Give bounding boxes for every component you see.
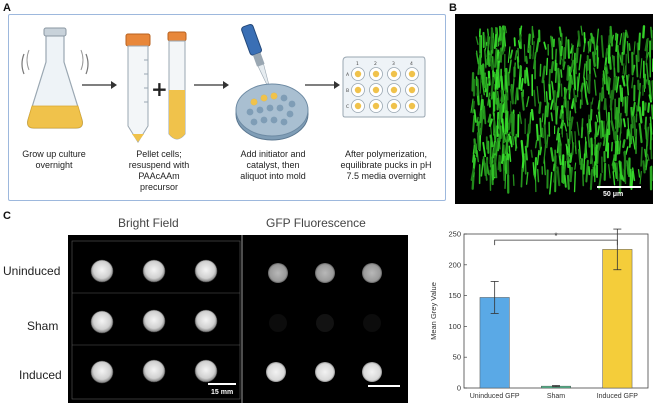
y-tick-label: 0 xyxy=(457,384,461,393)
plate-col-label: 1 xyxy=(356,61,359,67)
y-tick-label: 100 xyxy=(448,322,461,331)
caption-line: 7.5 media overnight xyxy=(330,171,442,182)
gfp-pucks xyxy=(266,263,382,382)
column-label-gfp: GFP Fluorescence xyxy=(266,216,366,230)
plate-col-label: 4 xyxy=(410,61,413,67)
y-tick-label: 250 xyxy=(448,230,461,239)
step-1-caption: Grow up culture overnight xyxy=(12,149,96,171)
y-tick-label: 50 xyxy=(453,353,461,362)
caption-line: PAAcAAm xyxy=(117,171,201,182)
panel-c-letter: C xyxy=(3,210,11,222)
caption-line: catalyst, then xyxy=(228,160,318,171)
x-tick-label: Induced GFP xyxy=(597,393,639,400)
puck-images: 15 mm xyxy=(68,235,408,403)
tubes-illustration: + xyxy=(118,30,198,148)
svg-text:+: + xyxy=(151,77,168,101)
caption-line: After polymerization, xyxy=(330,149,442,160)
caption-line: aliquot into mold xyxy=(228,171,318,182)
arrow-1-icon xyxy=(82,80,118,90)
mold-pipette-illustration xyxy=(232,22,312,142)
y-tick-label: 200 xyxy=(448,260,461,269)
flask-illustration xyxy=(20,24,90,134)
caption-line: precursor xyxy=(117,182,201,193)
mean-grey-value-chart: 0 50 100 150 200 250 Mean Grey Value Uninduced … xyxy=(420,228,654,404)
row-label-uninduced: Uninduced xyxy=(3,264,60,278)
scale-bar-label: 50 μm xyxy=(603,191,623,198)
caption-line: equilibrate pucks in pH xyxy=(330,160,442,171)
arrow-3-icon xyxy=(305,80,341,90)
caption-line: overnight xyxy=(12,160,96,171)
well-plate-illustration: 1 2 3 4 A B C xyxy=(341,55,427,119)
bar xyxy=(603,249,632,388)
scale-bar-gfp xyxy=(368,385,400,387)
gfp-fiber-texture xyxy=(471,26,653,194)
caption-line: Grow up culture xyxy=(12,149,96,160)
step-4-caption: After polymerization, equilibrate pucks … xyxy=(330,149,442,182)
x-tick-label: Sham xyxy=(547,393,565,400)
y-tick-label: 150 xyxy=(448,291,461,300)
scale-bar-bf xyxy=(208,383,236,385)
plate-row-label: C xyxy=(346,104,349,110)
plate-col-label: 2 xyxy=(374,61,377,67)
panel-a-letter: A xyxy=(3,2,11,14)
plate-row-label: B xyxy=(346,88,349,94)
step-2-caption: Pellet cells; resuspend with PAAcAAm pre… xyxy=(117,149,201,193)
caption-line: Pellet cells; xyxy=(117,149,201,160)
scale-bar xyxy=(597,186,641,188)
x-tick-label: Uninduced GFP xyxy=(470,393,520,400)
step-3-caption: Add initiator and catalyst, then aliquot… xyxy=(228,149,318,182)
significance-label: * xyxy=(554,231,558,241)
arrow-2-icon xyxy=(194,80,230,90)
scale-bar-label-15mm: 15 mm xyxy=(211,389,233,396)
column-label-bright-field: Bright Field xyxy=(118,216,179,230)
row-label-induced: Induced xyxy=(19,368,62,382)
confocal-3d-image: 50 μm xyxy=(455,14,653,204)
plate-col-label: 3 xyxy=(392,61,395,67)
bright-field-pucks xyxy=(91,260,217,383)
panel-b-letter: B xyxy=(449,2,457,14)
caption-line: resuspend with xyxy=(117,160,201,171)
caption-line: Add initiator and xyxy=(228,149,318,160)
row-label-sham: Sham xyxy=(27,319,58,333)
y-axis-label: Mean Grey Value xyxy=(429,282,438,340)
